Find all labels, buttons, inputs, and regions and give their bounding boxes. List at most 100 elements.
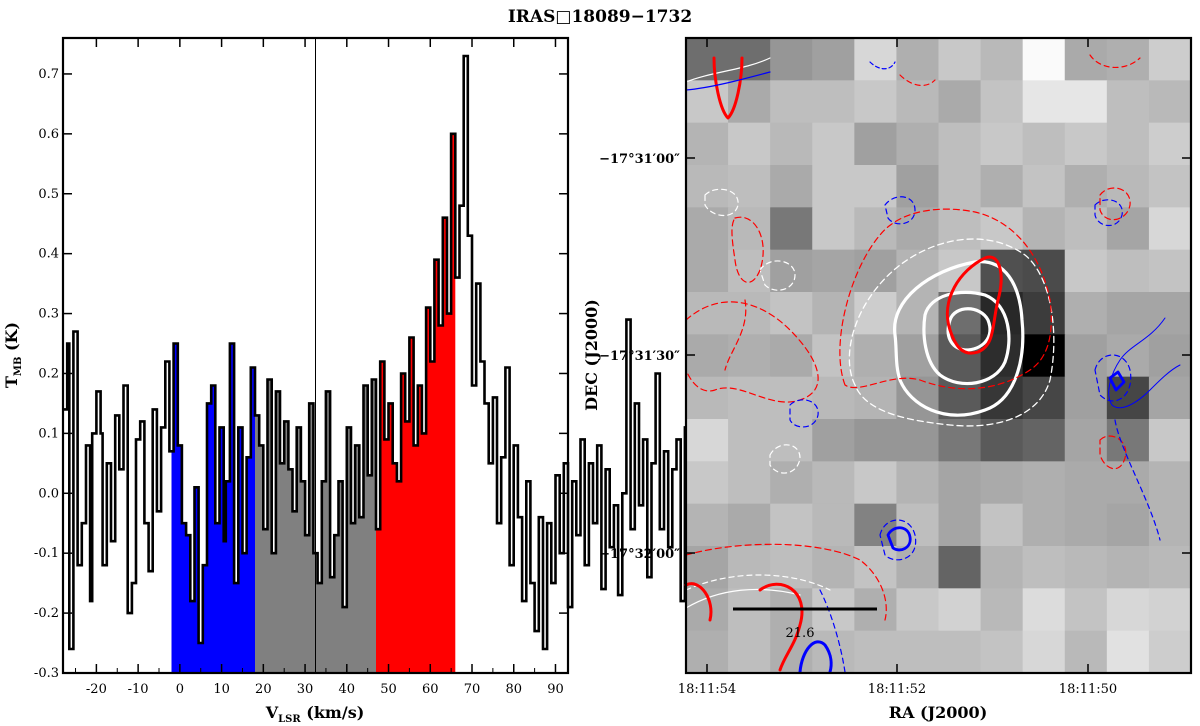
contour-blue-dashed-3 <box>1094 199 1123 227</box>
map-xtick-label: 18:11:52 <box>868 682 926 697</box>
map-cell <box>1022 503 1066 547</box>
contour-red-dashed-top-1 <box>899 74 936 87</box>
map-cell <box>938 80 982 124</box>
map-cell <box>1022 80 1066 124</box>
contour-white-dashed-bottom <box>685 574 831 591</box>
map-cell <box>938 630 982 674</box>
spectrum-frame <box>61 36 570 675</box>
map-cell <box>896 80 940 124</box>
contour-white-bottomleft <box>685 588 801 609</box>
map-cell <box>686 503 729 547</box>
map-cell <box>686 334 729 378</box>
map-cell <box>1106 503 1150 547</box>
spectrum-xlabel: VLSR (km/s) <box>265 703 365 725</box>
map-cell <box>770 207 813 251</box>
map-xtick-label: 18:11:54 <box>678 682 736 697</box>
map-cell <box>896 588 940 632</box>
contour-blue-solid-middle <box>886 526 912 552</box>
spectrum-xtick-label: 20 <box>255 682 272 697</box>
spectrum-xtick-label: 50 <box>380 682 397 697</box>
map-cell <box>1022 38 1066 81</box>
contour-blue-solid-right <box>1108 370 1126 392</box>
spectrum-ytick-label: 0.1 <box>38 426 59 441</box>
contour-red-solid-core <box>945 255 1003 355</box>
map-cell <box>854 80 898 124</box>
spectrum-xtick-label: 90 <box>547 682 564 697</box>
map-cell <box>1148 419 1192 462</box>
map-cell <box>1106 207 1150 251</box>
map-cell <box>812 292 855 335</box>
map-cell <box>812 546 855 589</box>
map-ytick-label: −17°32′00″ <box>599 547 680 562</box>
map-cell <box>812 122 855 166</box>
contour-white-dashed-small-2 <box>704 188 739 217</box>
map-cell <box>812 503 855 547</box>
map-cell <box>896 38 940 81</box>
contour-white-solid-middle <box>922 290 1011 386</box>
map-cell <box>770 461 813 505</box>
contour-white-dashed-small-3 <box>769 444 801 474</box>
contour-red-dashed-blob-3 <box>1099 435 1127 470</box>
map-cell <box>1022 588 1066 632</box>
map-cell <box>1064 376 1108 420</box>
map-cell <box>1106 588 1150 632</box>
spectrum-xtick-label: 60 <box>422 682 439 697</box>
contour-white-topleft <box>685 57 771 83</box>
map-cell <box>812 461 855 505</box>
map-cell <box>896 292 940 335</box>
map-cell <box>854 546 898 589</box>
map-cell <box>1022 122 1066 166</box>
map-cell <box>728 334 771 378</box>
map-cell <box>1022 461 1066 505</box>
spectrum-ytick-label: -0.1 <box>34 546 59 561</box>
map-cell <box>1148 122 1192 166</box>
map-cell <box>770 122 813 166</box>
map-cell <box>896 503 940 547</box>
map-cell <box>1106 292 1150 335</box>
map-cell <box>938 38 982 81</box>
map-cell <box>1148 38 1192 81</box>
spectrum-line <box>63 54 769 651</box>
map-cell <box>1148 80 1192 124</box>
map-cell <box>770 546 813 589</box>
map-cell <box>1148 249 1192 293</box>
map-cell <box>854 334 898 378</box>
spectrum-xtick-label: 40 <box>339 682 356 697</box>
map-cell <box>1106 630 1150 674</box>
map-cell <box>686 207 729 251</box>
spectrum-panel: -20 -10 0 10 20 30 40 50 60 70 80 90 -0.3 -0.2 -0.1 0.0… <box>2 36 769 725</box>
scale-bar-label: 21.6 <box>786 626 815 641</box>
map-cell <box>854 419 898 462</box>
map-cell <box>1106 546 1150 589</box>
map-cell <box>1064 461 1108 505</box>
map-cell <box>686 249 729 293</box>
map-cell <box>728 249 771 293</box>
map-cell <box>686 122 729 166</box>
map-cell <box>980 122 1024 166</box>
map-cell <box>980 588 1024 632</box>
map-cell <box>980 165 1024 208</box>
contour-red-dashed-top-2 <box>1089 54 1141 68</box>
map-ylabel: DEC (J2000) <box>582 299 601 411</box>
figure-title: IRAS□18089−1732 <box>508 7 692 27</box>
map-cell <box>686 461 729 505</box>
spectrum-ytick-label: -0.2 <box>34 606 59 621</box>
map-cell <box>770 419 813 462</box>
spectrum-ytick-label: 0.3 <box>38 307 59 322</box>
contour-red-solid-topleft <box>712 56 744 120</box>
contour-blue-dashed-1 <box>884 196 916 225</box>
map-cell <box>728 207 771 251</box>
map-cell <box>938 165 982 208</box>
contour-white-solid-outer <box>893 260 1025 417</box>
map-cell <box>854 38 898 81</box>
map-xtick-label: 18:11:50 <box>1059 682 1117 697</box>
map-cell <box>1022 292 1066 335</box>
map-cell <box>1064 165 1108 208</box>
map-cell <box>896 546 940 589</box>
spectrum-ytick-label: 0.5 <box>38 187 59 202</box>
map-cell <box>1106 122 1150 166</box>
map-cell <box>770 249 813 293</box>
spectrum-ytick-label: 0.2 <box>38 366 59 381</box>
map-cell <box>812 376 855 420</box>
